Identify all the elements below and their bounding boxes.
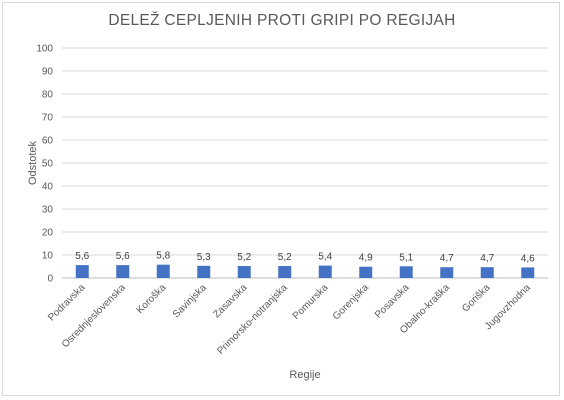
x-tick-label: Goriška bbox=[460, 282, 492, 314]
data-label: 5,8 bbox=[156, 251, 170, 262]
data-label: 5,2 bbox=[237, 252, 251, 263]
bar bbox=[116, 265, 130, 278]
data-label: 5,6 bbox=[75, 251, 89, 262]
bar bbox=[75, 265, 89, 278]
y-tick-label: 30 bbox=[42, 205, 54, 216]
y-tick-label: 20 bbox=[42, 228, 54, 239]
y-tick-label: 90 bbox=[42, 67, 54, 78]
y-tick-label: 100 bbox=[36, 44, 53, 55]
x-tick-label: Pomurska bbox=[291, 282, 331, 322]
y-tick-label: 80 bbox=[42, 90, 54, 101]
bar bbox=[197, 265, 211, 278]
data-label: 5,3 bbox=[197, 252, 211, 263]
x-tick-label: Zasavska bbox=[211, 282, 249, 320]
data-label: 5,1 bbox=[399, 252, 413, 263]
y-tick-label: 50 bbox=[42, 159, 54, 170]
bar bbox=[521, 267, 535, 278]
bar bbox=[237, 266, 251, 278]
data-label: 4,7 bbox=[440, 253, 454, 264]
y-axis-title: Odstotek bbox=[27, 140, 39, 185]
x-axis-title: Regije bbox=[289, 369, 320, 381]
chart-area bbox=[2, 2, 560, 396]
data-label: 4,7 bbox=[480, 253, 494, 264]
x-tick-label: Gorenjska bbox=[331, 282, 371, 322]
y-tick-label: 70 bbox=[42, 113, 54, 124]
bar bbox=[318, 265, 332, 278]
x-tick-label: Posavska bbox=[373, 282, 412, 321]
bar-series bbox=[75, 264, 535, 278]
data-label: 5,6 bbox=[116, 251, 130, 262]
x-tick-label: Savinjska bbox=[171, 282, 209, 320]
bar bbox=[480, 267, 494, 278]
bar bbox=[156, 264, 170, 278]
data-labels: 5,6 5,6 5,8 5,3 5,2 5,2 5,4 4,9 5,1 4,7 4,7 4,6 bbox=[75, 251, 535, 265]
bar bbox=[278, 266, 292, 278]
bar bbox=[399, 266, 413, 278]
gridlines bbox=[62, 47, 548, 279]
y-axis-tick-labels: 0 10 20 30 40 50 60 70 80 90 100 bbox=[36, 44, 53, 285]
data-label: 5,2 bbox=[278, 252, 292, 263]
y-tick-label: 40 bbox=[42, 182, 54, 193]
x-tick-label: Koroška bbox=[135, 282, 169, 316]
y-tick-label: 60 bbox=[42, 136, 54, 147]
chart-title: DELEŽ CEPLJENIH PROTI GRIPI PO REGIJAH bbox=[108, 12, 456, 29]
data-label: 5,4 bbox=[318, 252, 332, 263]
x-tick-label: Podravska bbox=[46, 282, 87, 323]
data-label: 4,6 bbox=[521, 253, 535, 264]
bar bbox=[440, 267, 454, 278]
y-tick-label: 10 bbox=[42, 251, 54, 262]
x-tick-label: Primorsko-notranjska bbox=[215, 282, 290, 357]
y-tick-label: 0 bbox=[47, 274, 53, 285]
bar bbox=[359, 266, 373, 278]
data-label: 4,9 bbox=[359, 253, 373, 264]
